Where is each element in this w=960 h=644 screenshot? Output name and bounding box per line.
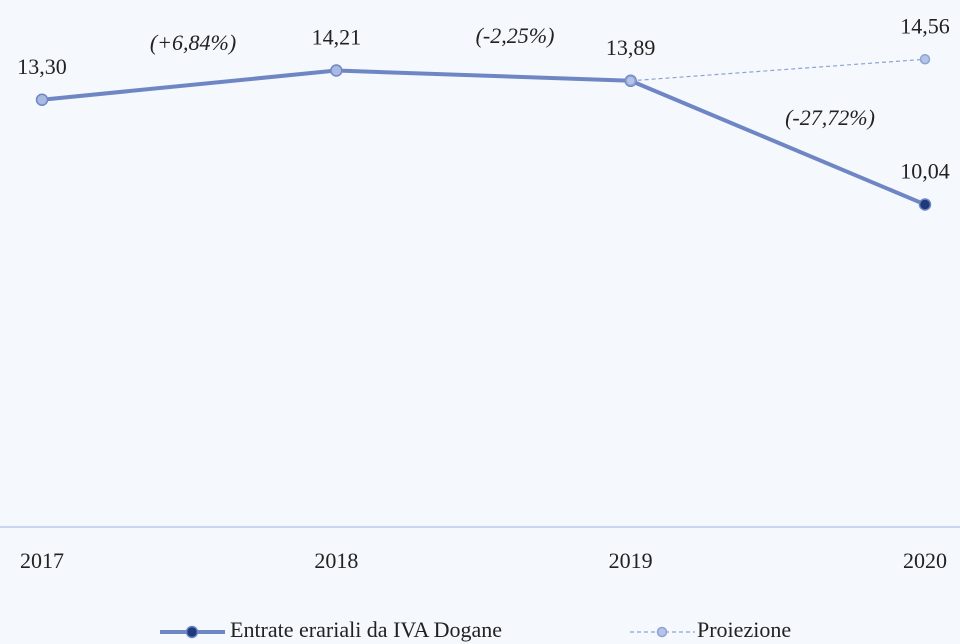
value-label: 14,21 xyxy=(312,25,362,50)
x-tick-label: 2018 xyxy=(314,548,358,573)
annotation: (+6,84%) xyxy=(150,30,236,55)
series-line xyxy=(630,58,926,82)
value-label: 13,30 xyxy=(17,54,67,79)
point-marker xyxy=(625,75,636,87)
legend-marker xyxy=(185,625,199,639)
legend-label: Entrate erariali da IVA Dogane xyxy=(230,617,502,642)
point-marker xyxy=(919,54,931,65)
value-label: 14,56 xyxy=(900,13,950,38)
annotation: (-2,25%) xyxy=(476,23,555,48)
value-label: 10,04 xyxy=(900,159,950,184)
point-marker xyxy=(918,198,932,211)
value-label: 13,89 xyxy=(606,35,656,60)
legend-label: Proiezione xyxy=(697,617,791,642)
x-tick-label: 2020 xyxy=(903,548,947,573)
x-tick-label: 2017 xyxy=(20,548,64,573)
point-marker xyxy=(330,64,343,77)
point-marker xyxy=(35,93,49,106)
series-line xyxy=(41,68,926,207)
legend-marker xyxy=(656,626,668,638)
x-tick-label: 2019 xyxy=(609,548,653,573)
annotation: (-27,72%) xyxy=(785,105,875,130)
